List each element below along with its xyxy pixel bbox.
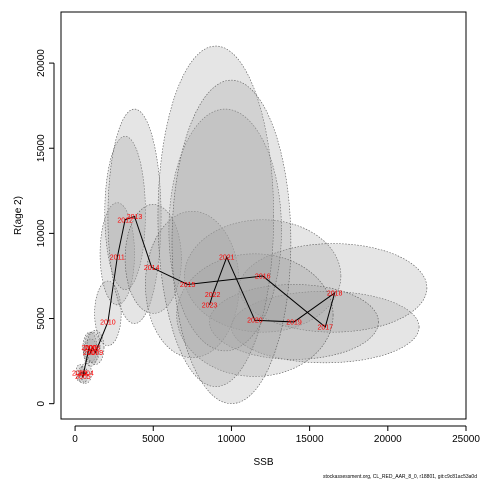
- ellipse-2012: [104, 136, 146, 290]
- year-label-2014: 2014: [144, 265, 160, 272]
- ellipse-2018: [238, 243, 428, 333]
- year-label-2007: 2007: [83, 350, 99, 357]
- x-axis-title: SSB: [253, 457, 273, 468]
- year-label-2011: 2011: [110, 255, 125, 262]
- y-tick-label: 0: [36, 400, 47, 406]
- ellipse-2020: [176, 253, 334, 377]
- year-label-2010: 2010: [100, 319, 116, 326]
- uncertainty-ellipses: [75, 45, 428, 404]
- x-tick-label: 15000: [296, 434, 324, 445]
- year-label-2017: 2017: [317, 325, 333, 332]
- year-label-2016: 2016: [255, 273, 271, 280]
- ellipse-2023: [171, 79, 292, 404]
- year-label-2015: 2015: [180, 282, 196, 289]
- y-tick-label: 10000: [36, 219, 47, 247]
- y-axis: 0 5000 10000 15000 20000: [36, 49, 55, 406]
- year-label-2018: 2018: [327, 290, 343, 297]
- y-tick-label: 5000: [36, 307, 47, 330]
- x-tick-label: 25000: [452, 434, 480, 445]
- x-tick-label: 5000: [142, 434, 165, 445]
- year-label-2005: 2005: [75, 374, 91, 381]
- year-label-2012: 2012: [117, 217, 133, 224]
- year-label-2009: 2009: [88, 350, 104, 357]
- x-axis: 0 5000 10000 15000 20000 25000: [72, 425, 480, 445]
- year-label-2006: 2006: [81, 345, 97, 352]
- ellipse-2022: [157, 45, 274, 387]
- year-label-2023: 2023: [202, 302, 218, 309]
- year-label-2003: 2003: [72, 371, 88, 378]
- year-label-2004: 2004: [78, 371, 94, 378]
- year-label-2019: 2019: [286, 319, 302, 326]
- x-tick-label: 20000: [374, 434, 402, 445]
- y-tick-label: 20000: [36, 49, 47, 77]
- ellipse-2021: [168, 108, 282, 352]
- year-label-2022: 2022: [205, 292, 221, 299]
- plot-frame: [60, 11, 467, 420]
- year-label-2021: 2021: [219, 255, 235, 262]
- x-tick-label: 0: [72, 434, 78, 445]
- ellipse-2011: [99, 202, 135, 306]
- year-label-2008: 2008: [84, 345, 100, 352]
- footnote-text: stockassessment.org, CL_RED_AAR_8_0, r18…: [323, 474, 477, 480]
- x-tick-label: 10000: [218, 434, 246, 445]
- year-label-2020: 2020: [247, 318, 263, 325]
- y-axis-title: R(age 2): [13, 196, 24, 235]
- y-tick-label: 15000: [36, 134, 47, 162]
- year-label-2013: 2013: [127, 214, 143, 221]
- ellipse-2010: [94, 280, 122, 347]
- time-path-line: [79, 215, 336, 379]
